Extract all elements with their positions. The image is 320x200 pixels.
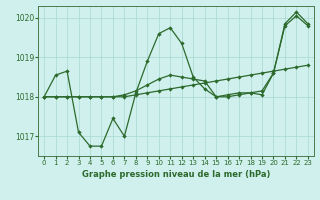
X-axis label: Graphe pression niveau de la mer (hPa): Graphe pression niveau de la mer (hPa) [82, 170, 270, 179]
